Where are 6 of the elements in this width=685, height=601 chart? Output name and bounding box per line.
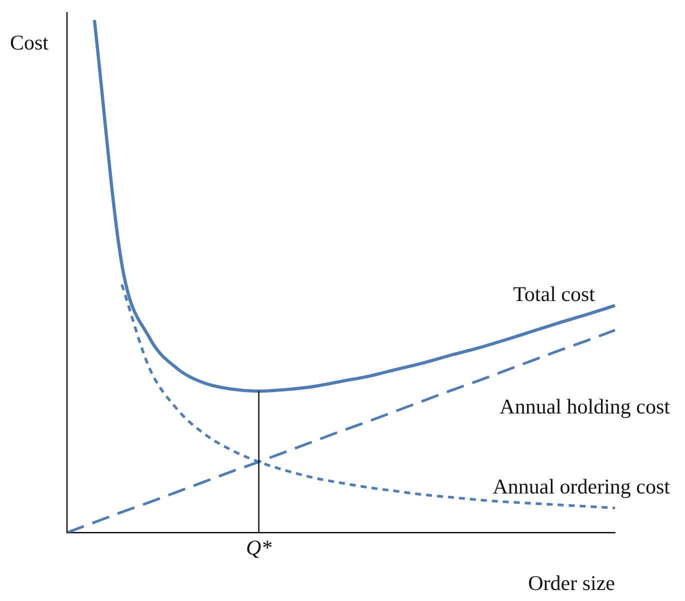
series-label: Annual ordering cost [492,474,670,499]
text: Q* [246,536,272,560]
x-axis-title: Order size [528,570,615,595]
y-axis-title: Cost [10,30,49,55]
series-label: Total cost [513,282,596,306]
series-label: Annual holding cost [500,394,670,419]
